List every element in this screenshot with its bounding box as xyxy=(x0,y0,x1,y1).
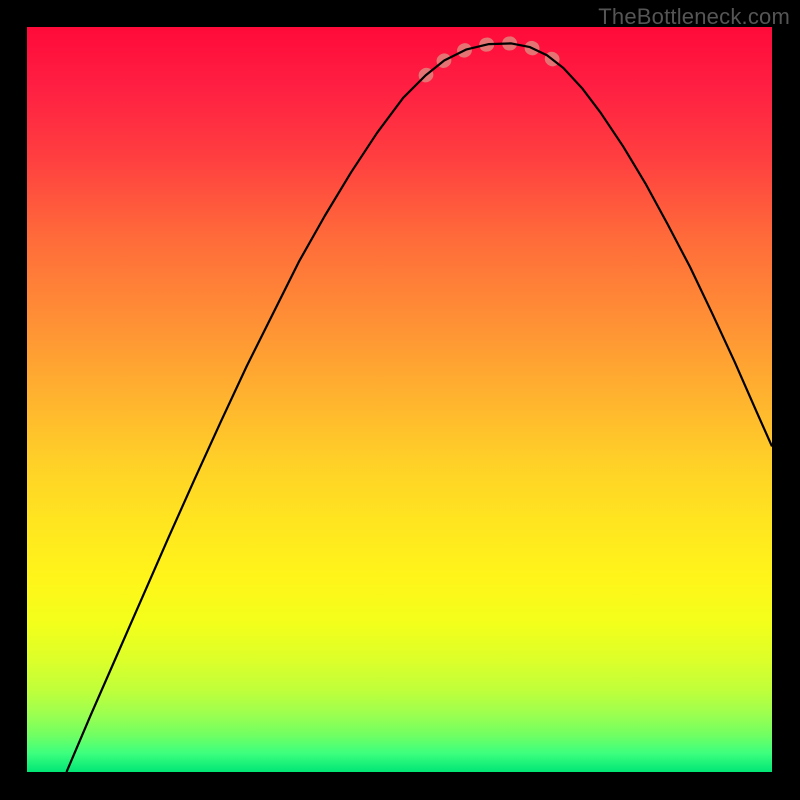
chart-background xyxy=(27,27,772,772)
chart-stage: TheBottleneck.com xyxy=(0,0,800,800)
